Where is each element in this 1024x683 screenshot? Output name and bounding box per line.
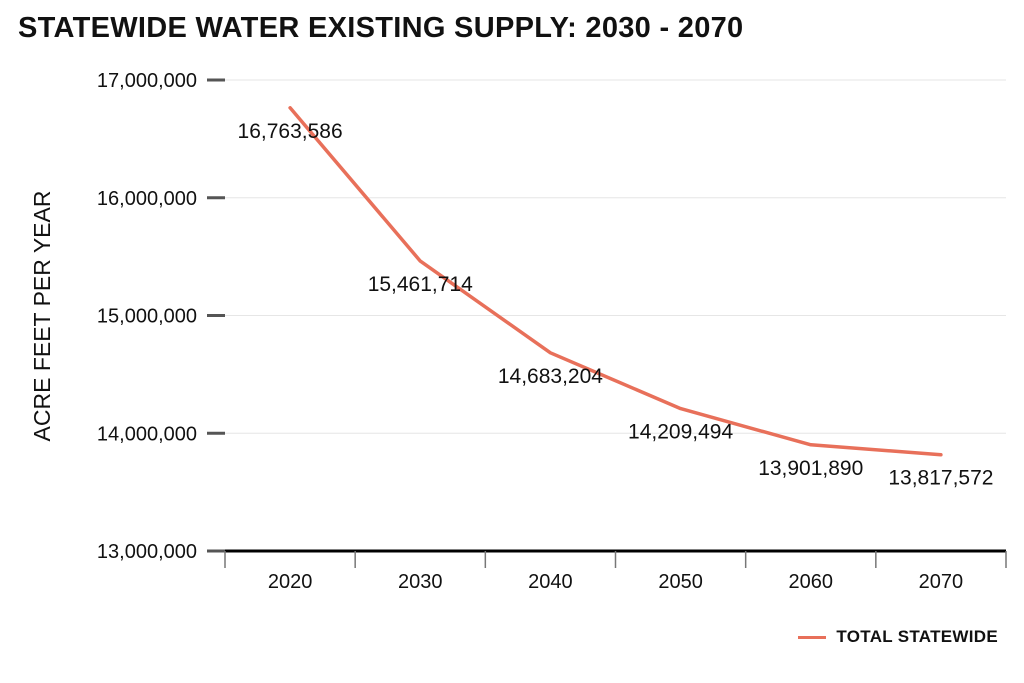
data-label: 13,901,890 bbox=[758, 457, 863, 480]
data-labels: 16,763,586 15,461,714 14,683,204 14,209,494… bbox=[238, 120, 994, 490]
x-tick-label: 2030 bbox=[398, 571, 443, 593]
x-tick-label: 2050 bbox=[658, 571, 703, 593]
legend-swatch bbox=[798, 635, 827, 639]
data-label: 13,817,572 bbox=[888, 467, 993, 490]
y-axis-title: ACRE FEET PER YEAR bbox=[29, 191, 55, 442]
x-tick-label: 2070 bbox=[919, 571, 964, 593]
data-label: 14,683,204 bbox=[498, 365, 603, 388]
y-axis: 17,000,000 16,000,000 15,000,000 14,000,000… bbox=[97, 70, 225, 563]
x-tick-label: 2060 bbox=[789, 571, 834, 593]
y-tick-label: 13,000,000 bbox=[97, 541, 197, 563]
series-line bbox=[288, 106, 943, 457]
y-tick-label: 14,000,000 bbox=[97, 423, 197, 445]
y-tick-label: 16,000,000 bbox=[97, 188, 197, 210]
y-tick-label: 15,000,000 bbox=[97, 306, 197, 328]
legend-label: TOTAL STATEWIDE bbox=[836, 627, 998, 646]
x-tick-label: 2040 bbox=[528, 571, 573, 593]
data-label: 15,461,714 bbox=[368, 273, 473, 296]
x-tick-label: 2020 bbox=[268, 571, 313, 593]
legend: TOTAL STATEWIDE bbox=[798, 627, 998, 647]
gridlines bbox=[225, 79, 1006, 434]
x-axis: 2020 2030 2040 2050 2060 2070 bbox=[224, 549, 1007, 593]
y-tick-label: 17,000,000 bbox=[97, 70, 197, 92]
data-label: 16,763,586 bbox=[238, 120, 343, 143]
chart-title: STATEWIDE WATER EXISTING SUPPLY: 2030 - … bbox=[18, 12, 744, 44]
series-total-statewide bbox=[288, 106, 943, 457]
data-label: 14,209,494 bbox=[628, 421, 733, 444]
